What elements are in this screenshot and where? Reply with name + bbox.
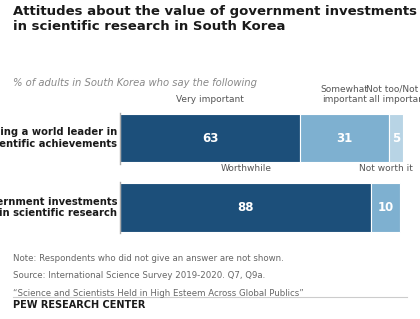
Text: % of adults in South Korea who say the following: % of adults in South Korea who say the f… <box>13 78 257 88</box>
Text: 88: 88 <box>237 201 254 214</box>
Text: Very important: Very important <box>176 95 244 104</box>
Text: Worthwhile: Worthwhile <box>220 165 271 174</box>
Text: Somewhat
important: Somewhat important <box>320 85 368 104</box>
Text: 10: 10 <box>378 201 394 214</box>
Text: 63: 63 <box>202 132 218 145</box>
Text: Attitudes about the value of government investments
in scientific research in So: Attitudes about the value of government … <box>13 5 417 33</box>
Text: “Science and Scientists Held in High Esteem Across Global Publics”: “Science and Scientists Held in High Est… <box>13 289 303 298</box>
Text: Source: International Science Survey 2019-2020. Q7, Q9a.: Source: International Science Survey 201… <box>13 271 265 280</box>
Bar <box>371 183 400 232</box>
Text: Not worth it: Not worth it <box>359 165 413 174</box>
Text: 31: 31 <box>336 132 352 145</box>
Bar <box>388 114 403 162</box>
Text: PEW RESEARCH CENTER: PEW RESEARCH CENTER <box>13 300 145 310</box>
Bar <box>300 114 388 162</box>
Bar <box>120 183 371 232</box>
Text: Not too/Not at
all important: Not too/Not at all important <box>366 85 420 104</box>
Text: Note: Respondents who did not give an answer are not shown.: Note: Respondents who did not give an an… <box>13 254 284 263</box>
Text: 5: 5 <box>391 132 400 145</box>
Text: Government investments
in scientific research: Government investments in scientific res… <box>0 197 117 218</box>
Bar <box>120 114 300 162</box>
Text: Being a world leader in
scientific achievements: Being a world leader in scientific achie… <box>0 127 117 149</box>
